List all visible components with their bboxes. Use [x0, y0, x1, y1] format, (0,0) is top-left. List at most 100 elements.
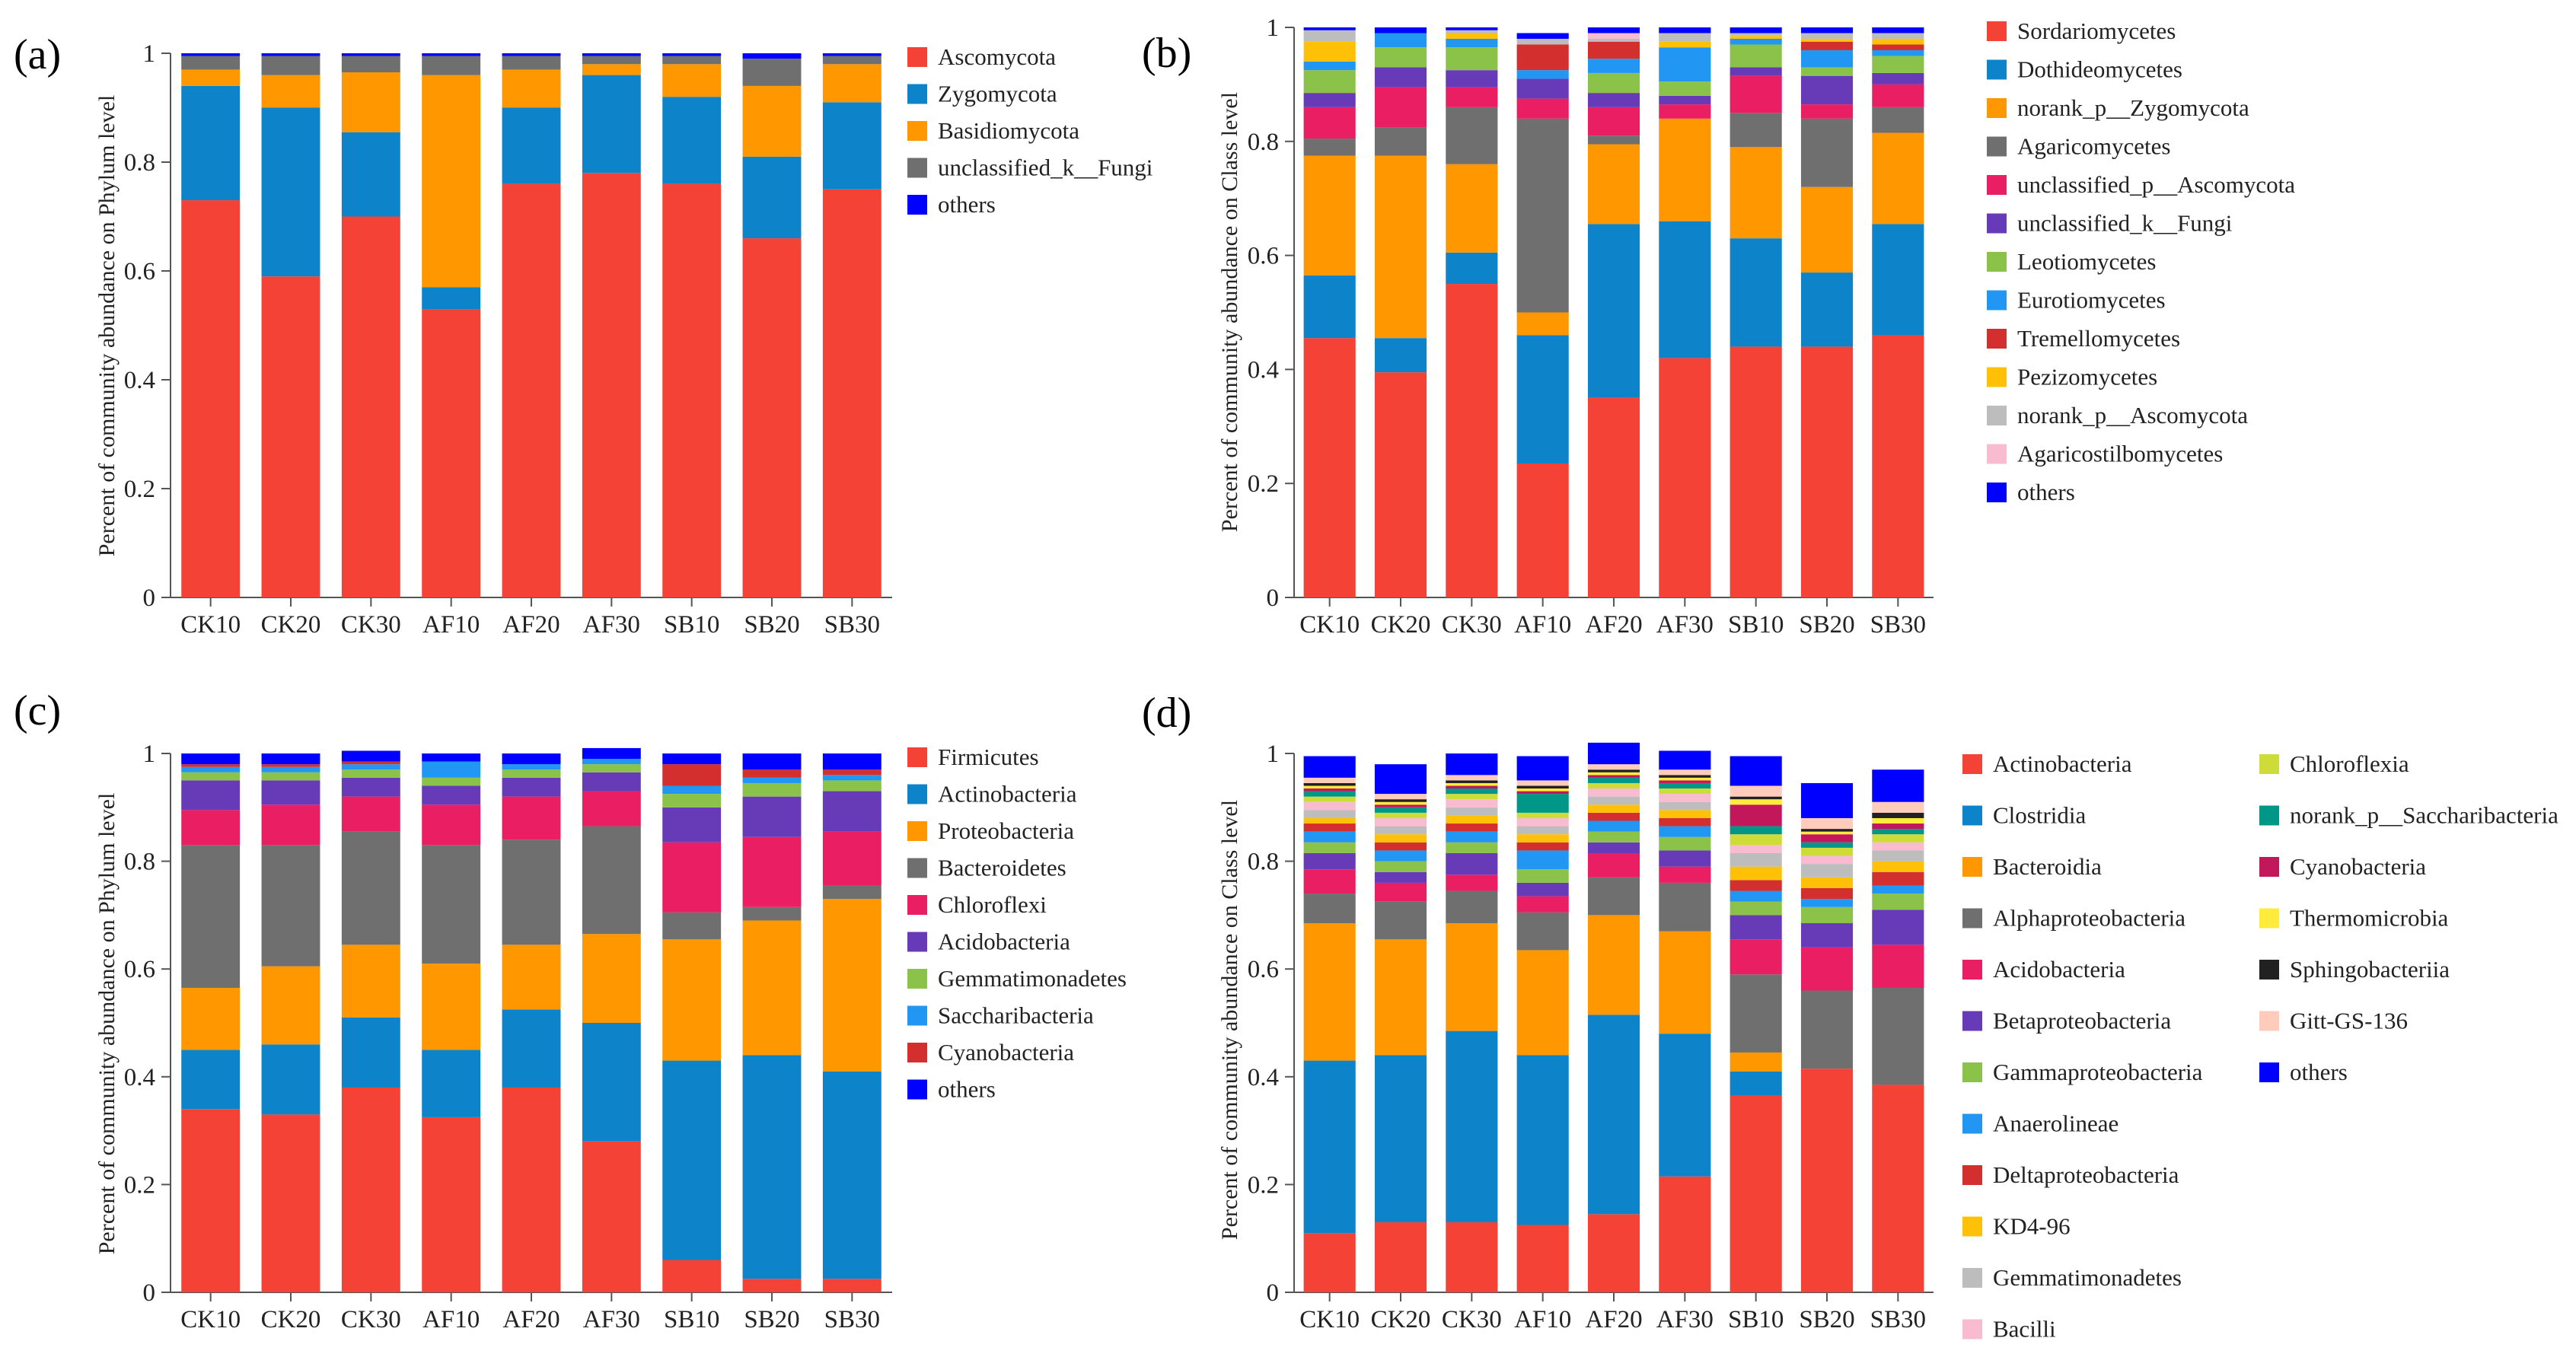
bar-segment-others-ck10: [1303, 756, 1356, 778]
legend-label-chloroflexia: Chloroflexia: [2290, 750, 2409, 777]
bar-segment-bacilli-af30: [1659, 794, 1711, 802]
legend-swatch-cyanobacteria: [2259, 857, 2279, 877]
bar-segment-unclassified-k-fungi-sb20: [1800, 75, 1854, 105]
bar-segment-anaerolineae-sb20: [1800, 899, 1854, 907]
bar-segment-basidiomycota-ck30: [341, 72, 400, 132]
legend-swatch-unclassified-k-fungi: [907, 158, 927, 178]
bar-segment-unclassified-p-ascomycota-ck30: [1446, 87, 1498, 107]
bar-segment-acidobacteria-af10: [1516, 896, 1569, 913]
legend-label-anaerolineae: Anaerolineae: [1993, 1110, 2119, 1137]
bar-segment-saccharibacteria-af30: [582, 759, 641, 765]
x-tick-label-af10: AF10: [1514, 1306, 1571, 1333]
legend: Ascomycota Zygomycota Basidiomycota unclass…: [907, 43, 1153, 218]
bar-segment-bacilli-sb10: [1730, 845, 1782, 853]
bar-segment-gitt-gs-136-af30: [1659, 769, 1711, 776]
y-tick-label: 0.8: [124, 849, 155, 876]
legend-swatch-pezizomycetes: [1987, 367, 2007, 387]
legend-swatch-gemmatimonadetes: [1962, 1268, 1982, 1288]
x-tick-label-sb20: SB20: [744, 1306, 799, 1333]
bar-segment-unclassified-p-ascomycota-ck10: [1303, 107, 1356, 139]
legend-swatch-basidiomycota: [907, 121, 927, 141]
bar-segment-proteobacteria-af10: [422, 964, 481, 1050]
bar-segment-zygomycota-af30: [582, 75, 641, 174]
legend-swatch-clostridia: [1962, 805, 1982, 826]
bar-segment-gammaproteobacteria-sb10: [1730, 901, 1782, 916]
bar-segment-actinobacteria-sb10: [662, 1060, 722, 1260]
bar-segment-chloroflexia-ck30: [1446, 794, 1498, 800]
bar-segment-cyanobacteria-ck20: [1374, 804, 1427, 808]
bar-segment-norank-p-zygomycota-sb20: [1800, 186, 1854, 273]
legend-label-betaproteobacteria: Betaproteobacteria: [1993, 1008, 2171, 1034]
bar-segment-norank-p-saccharibacteria-ck30: [1446, 788, 1498, 795]
legend-label-others: others: [938, 1076, 996, 1103]
bar-segment-tremellomycetes-af20: [1587, 41, 1640, 59]
bar-segment-alphaproteobacteria-ck30: [1446, 890, 1498, 924]
bar-segment-thermomicrobia-sb30: [1872, 817, 1924, 824]
bar-segment-saccharibacteria-af20: [502, 764, 561, 770]
bar-segment-acidobacteria-ck30: [1446, 874, 1498, 891]
bar-segment-others-ck10: [181, 753, 241, 765]
bar-segment-basidiomycota-sb20: [742, 85, 802, 157]
bar-segment-gitt-gs-136-sb20: [1800, 817, 1854, 830]
legend-label-alphaproteobacteria: Alphaproteobacteria: [1993, 905, 2185, 932]
y-tick-label: 0: [143, 585, 156, 612]
legend-swatch-ascomycota: [907, 47, 927, 67]
bar-segment-dothideomycetes-sb10: [1730, 238, 1782, 347]
bar-segment-actinobacteria-ck30: [341, 1017, 400, 1088]
bar-segment-agaricomycetes-sb10: [1730, 113, 1782, 148]
bar-segment-firmicutes-af20: [502, 1087, 561, 1292]
bar-segment-gemmatimonadetes-af20: [1587, 796, 1640, 805]
bar-segment-norank-p-zygomycota-af10: [1516, 312, 1569, 336]
y-tick-label: 1: [143, 741, 156, 768]
bar-segment-norank-p-saccharibacteria-af30: [1659, 782, 1711, 789]
legend-label-others: others: [938, 191, 996, 218]
legend-swatch-chloroflexi: [907, 895, 927, 915]
bar-segment-dothideomycetes-af10: [1516, 335, 1569, 463]
bar-segment-others-ck30: [341, 750, 400, 762]
bar-segment-alphaproteobacteria-ck20: [1374, 901, 1427, 940]
bar-segment-sordariomycetes-ck30: [1446, 284, 1498, 597]
bar-segment-thermomicrobia-af10: [1516, 788, 1569, 792]
x-tick-label-af30: AF30: [1656, 1306, 1714, 1333]
bar-segment-norank-p-zygomycota-af30: [1659, 118, 1711, 221]
bar-segment-gemmatimonadetes-sb10: [662, 794, 722, 808]
bar-segment-bacteroidetes-af30: [582, 826, 641, 935]
bar-segment-anaerolineae-ck10: [1303, 831, 1356, 843]
bar-segment-unclassified-p-ascomycota-af10: [1516, 98, 1569, 119]
bar-segment-actinobacteria-af10: [1516, 1225, 1569, 1292]
bar-segment-acidobacteria-ck20: [261, 780, 320, 805]
y-tick-label: 0.6: [1248, 243, 1279, 270]
bar-segment-bacteroidetes-sb20: [742, 906, 802, 921]
bar-segment-norank-p-zygomycota-ck10: [1303, 155, 1356, 276]
bar-segment-cyanobacteria-sb30: [1872, 823, 1924, 830]
legend-swatch-kd4-96: [1962, 1216, 1982, 1237]
bar-segment-firmicutes-ck10: [181, 1109, 241, 1292]
bar-segment-leotiomycetes-ck30: [1446, 47, 1498, 71]
bar-segment-saccharibacteria-ck30: [341, 764, 400, 770]
y-tick-label: 1: [1267, 14, 1280, 42]
bar-segment-alphaproteobacteria-af20: [1587, 877, 1640, 916]
bar-segment-anaerolineae-af20: [1587, 820, 1640, 832]
bar-segment-bacilli-af10: [1516, 817, 1569, 827]
bar-segment-actinobacteria-sb20: [1800, 1069, 1854, 1292]
bar-segment-agaricostilbomycetes-af20: [1587, 33, 1640, 39]
bar-segment-gemmatimonadetes-ck20: [261, 772, 320, 781]
bar-segment-gemmatimonadetes-ck20: [1374, 826, 1427, 835]
bar-segment-proteobacteria-sb20: [742, 920, 802, 1056]
bar-segment-bacteroidetes-ck10: [181, 845, 241, 988]
bar-segment-zygomycota-af20: [502, 107, 561, 184]
legend-label-kd4-96: KD4-96: [1993, 1213, 2071, 1240]
bar-segment-alphaproteobacteria-ck10: [1303, 894, 1356, 924]
panel-c: (c) 0 0.2 0.4 0.6 0.8 1 Percent of community ab…: [14, 687, 1127, 1333]
bar-segment-norank-p-zygomycota-ck20: [1374, 155, 1427, 339]
bar-segment-chloroflexia-sb10: [1730, 834, 1782, 846]
bar-segment-agaricomycetes-ck30: [1446, 107, 1498, 164]
legend-label-acidobacteria: Acidobacteria: [1993, 956, 2125, 983]
panel-label: (b): [1142, 30, 1191, 77]
bar-segment-actinobacteria-af20: [1587, 1214, 1640, 1292]
legend-swatch-betaproteobacteria: [1962, 1011, 1982, 1031]
legend-label-basidiomycota: Basidiomycota: [938, 117, 1079, 144]
x-tick-label-sb30: SB30: [1870, 1306, 1926, 1333]
bar-segment-alphaproteobacteria-sb20: [1800, 990, 1854, 1069]
bar-segment-unclassified-k-fungi-sb30: [822, 56, 882, 65]
